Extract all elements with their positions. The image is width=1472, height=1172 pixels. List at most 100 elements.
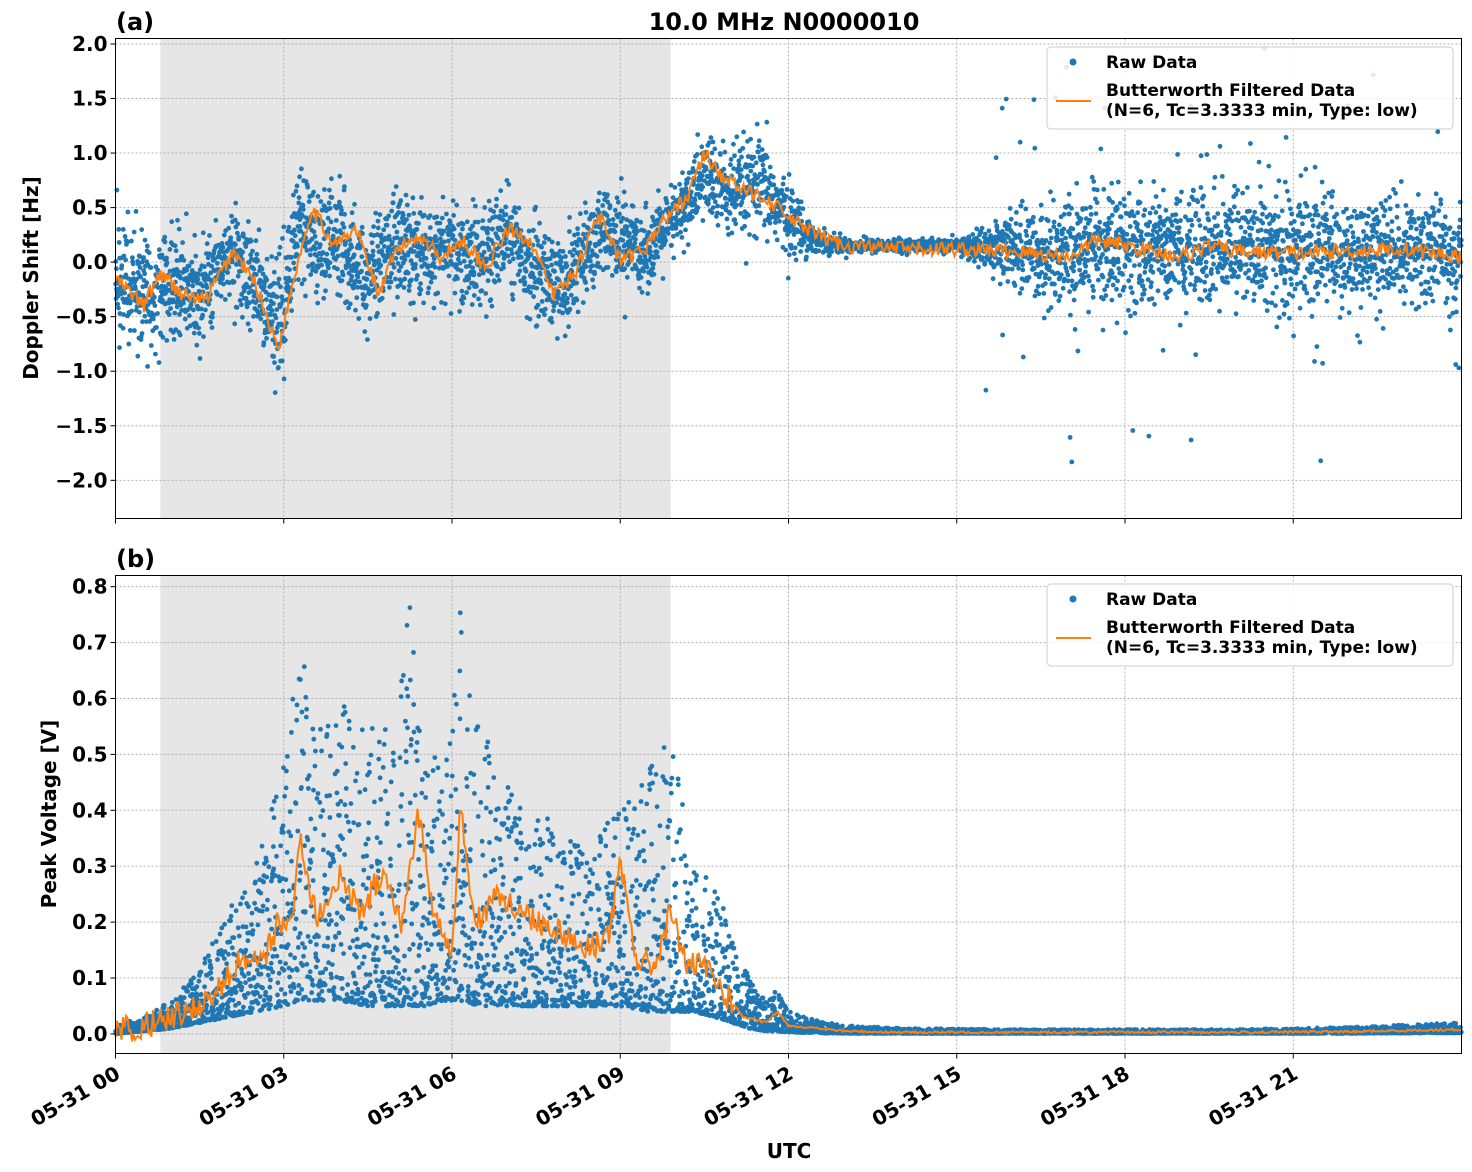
raw-data-point: [275, 281, 281, 286]
raw-data-point: [324, 251, 330, 257]
raw-data-point: [417, 210, 423, 216]
raw-data-point: [258, 316, 264, 322]
raw-data-point: [1242, 294, 1248, 300]
raw-data-point: [446, 273, 452, 279]
raw-data-point: [1187, 282, 1193, 287]
raw-data-point: [431, 305, 437, 311]
raw-data-point: [1344, 238, 1350, 244]
raw-data-point: [269, 308, 275, 314]
raw-data-point: [327, 205, 333, 211]
raw-data-point: [746, 212, 751, 218]
raw-data-point: [435, 290, 441, 296]
raw-data-point: [493, 203, 499, 209]
raw-data-point: [760, 162, 766, 168]
raw-data-point: [441, 239, 447, 245]
raw-data-point: [375, 310, 380, 316]
raw-data-point: [415, 273, 420, 278]
raw-data-point: [732, 217, 738, 223]
raw-data-point: [486, 247, 492, 252]
raw-data-point: [1219, 174, 1225, 179]
raw-data-point: [1071, 263, 1077, 269]
raw-data-point: [598, 248, 603, 254]
raw-data-point: [425, 290, 431, 296]
raw-data-point: [247, 300, 252, 306]
raw-data-point: [1211, 185, 1217, 191]
raw-data-point: [1019, 286, 1025, 291]
raw-data-point: [301, 277, 307, 282]
raw-data-point: [503, 212, 509, 217]
raw-data-point: [1135, 210, 1141, 216]
raw-data-point: [1043, 281, 1048, 286]
raw-data-point: [479, 288, 485, 294]
raw-data-point: [440, 194, 446, 200]
raw-data-point: [1127, 224, 1133, 229]
raw-data-point: [292, 233, 298, 239]
raw-data-point: [378, 262, 384, 268]
raw-data-point: [1151, 179, 1157, 184]
raw-data-point: [1114, 320, 1120, 326]
raw-data-point: [712, 199, 718, 205]
raw-data-point: [510, 296, 516, 302]
raw-data-point: [756, 144, 761, 149]
raw-data-point: [401, 220, 407, 226]
raw-data-point: [1048, 235, 1054, 241]
raw-data-point: [1271, 267, 1276, 273]
raw-data-point: [1091, 288, 1096, 293]
raw-data-point: [1012, 283, 1018, 288]
raw-data-point: [340, 221, 345, 227]
raw-data-point: [1233, 311, 1239, 317]
raw-data-point: [1115, 179, 1121, 185]
raw-data-point: [1139, 297, 1145, 302]
raw-data-point: [740, 145, 746, 151]
raw-data-point: [412, 317, 418, 322]
raw-data-point: [703, 166, 709, 172]
raw-data-point: [169, 219, 175, 225]
raw-data-point: [738, 167, 744, 173]
raw-data-point: [191, 330, 197, 336]
raw-data-point: [1234, 290, 1240, 296]
raw-data-point: [1289, 282, 1294, 287]
raw-data-point: [268, 312, 273, 318]
raw-data-point: [407, 283, 412, 289]
raw-data-point: [1229, 218, 1235, 224]
raw-data-point: [485, 225, 491, 231]
raw-data-point: [498, 188, 504, 194]
raw-data-point: [205, 273, 211, 279]
raw-data-point: [732, 153, 737, 159]
raw-data-point: [182, 316, 188, 322]
raw-data-point: [397, 282, 403, 288]
raw-data-point: [1017, 139, 1023, 145]
raw-data-point: [133, 209, 139, 214]
raw-data-point: [251, 314, 256, 319]
raw-data-point: [1006, 223, 1012, 228]
raw-data-point: [843, 255, 849, 261]
raw-data-point: [504, 246, 510, 252]
raw-data-point: [1364, 221, 1370, 226]
raw-data-point: [1322, 194, 1328, 200]
raw-data-point: [1086, 278, 1092, 284]
raw-data-point: [1051, 197, 1056, 203]
raw-data-point: [206, 301, 212, 307]
raw-data-point: [183, 211, 189, 217]
raw-data-point: [1393, 190, 1398, 196]
raw-data-point: [122, 234, 128, 239]
raw-data-point: [260, 271, 266, 277]
raw-data-point: [829, 249, 835, 255]
raw-data-point: [1217, 143, 1223, 149]
raw-data-point: [338, 230, 344, 236]
raw-data-point: [1132, 310, 1138, 316]
raw-data-point: [1202, 279, 1207, 285]
raw-data-point: [617, 211, 622, 217]
raw-data-point: [1228, 260, 1234, 265]
raw-data-point: [129, 238, 134, 244]
raw-data-point: [291, 192, 296, 198]
raw-data-point: [512, 205, 518, 211]
raw-data-point: [615, 199, 621, 205]
raw-data-point: [1212, 215, 1217, 220]
raw-data-point: [1289, 211, 1295, 217]
raw-data-point: [1109, 212, 1115, 218]
raw-data-point: [176, 226, 182, 232]
raw-data-point: [322, 204, 328, 210]
raw-data-point: [495, 235, 501, 241]
raw-data-point: [255, 258, 261, 263]
